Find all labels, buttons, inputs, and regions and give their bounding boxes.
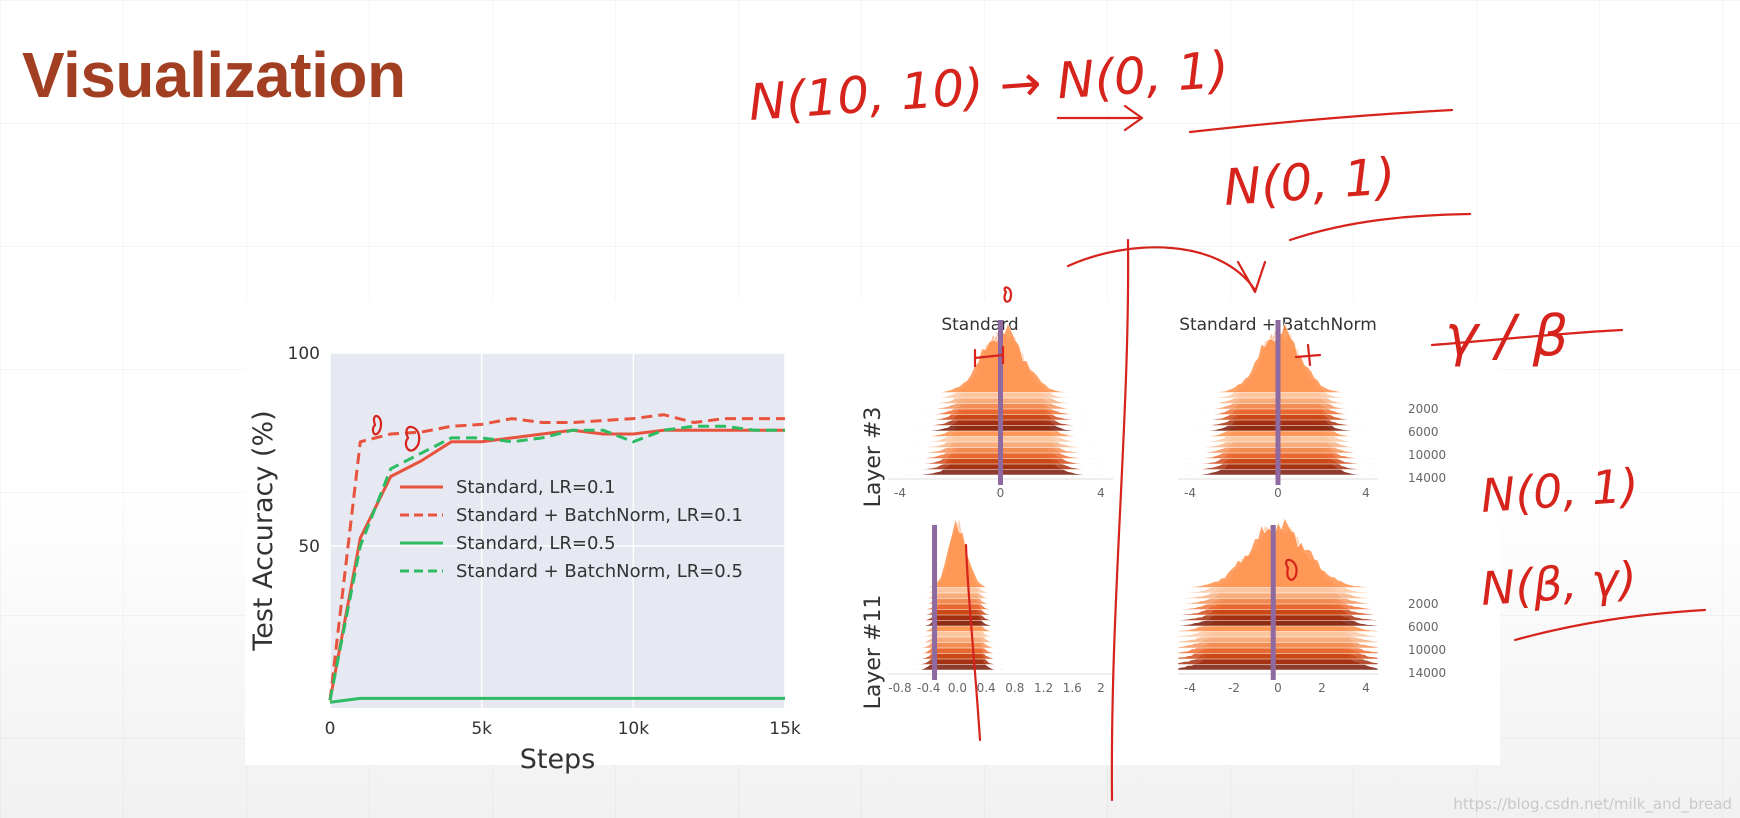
panel-x-tick-label: 1.6 (1063, 681, 1082, 695)
slide-title: Visualization (22, 39, 406, 111)
annotation-gamma-beta: γ / β (1445, 304, 1568, 369)
panel-y-tick-label: 14000 (1408, 666, 1446, 680)
y-tick-label: 100 (288, 344, 320, 364)
panel-x-tick-label: 2 (1097, 681, 1105, 695)
panel-y-tick-label: 6000 (1408, 620, 1439, 634)
underline-stroke (1188, 108, 1454, 134)
row-label: Layer #11 (861, 595, 886, 710)
panel-x-tick-label: 0.0 (948, 681, 967, 695)
legend-entry: Standard, LR=0.1 (456, 477, 616, 498)
divider-stroke (1110, 238, 1130, 802)
panel-x-tick-label: 4 (1097, 486, 1105, 500)
panel-x-tick-label: 0 (1274, 486, 1282, 500)
circle-mark-stroke (1285, 558, 1298, 581)
annotation-shift-scale: N(β, γ) (1479, 551, 1639, 616)
x-tick-label: 10k (618, 719, 650, 739)
series-line (328, 428, 785, 701)
circle-mark-stroke (371, 414, 383, 436)
legend-entry: Standard + BatchNorm, LR=0.5 (456, 561, 743, 582)
series-line (328, 424, 785, 701)
stroke-mark (964, 543, 982, 742)
annotation-normalize: N(10, 10) → N(0, 1) (747, 41, 1231, 132)
x-axis-label: Steps (520, 744, 596, 775)
watermark: https://blog.csdn.net/milk_and_bread (1453, 795, 1732, 813)
x-tick-label: 5k (471, 719, 492, 739)
circle-mark-stroke (1003, 286, 1013, 303)
panel-y-tick-label: 14000 (1408, 471, 1446, 485)
legend-entry: Standard, LR=0.5 (456, 533, 616, 554)
panel-x-tick-label: -0.8 (888, 681, 911, 695)
y-tick-label: 50 (298, 537, 320, 557)
gap-marker-stroke (973, 345, 1005, 368)
x-tick-label: 0 (325, 719, 336, 739)
panel-x-tick-label: 2 (1318, 681, 1326, 695)
x-tick-label: 15k (769, 719, 801, 739)
panel-x-tick-label: 4 (1362, 486, 1370, 500)
gap-marker-stroke (1294, 343, 1322, 367)
panel-x-tick-label: 4 (1362, 681, 1370, 695)
panel-x-tick-label: 0.4 (977, 681, 996, 695)
arrow-stroke (1066, 246, 1257, 292)
circle-mark-stroke (404, 425, 421, 452)
panel-x-tick-label: -4 (1184, 681, 1196, 695)
panel-y-tick-label: 2000 (1408, 402, 1439, 416)
panel-x-tick-label: 0.8 (1005, 681, 1024, 695)
fraction-bar-stroke (1430, 328, 1624, 347)
panel-y-tick-label: 10000 (1408, 448, 1446, 462)
arrow-stroke (1056, 104, 1144, 132)
panel-y-tick-label: 10000 (1408, 643, 1446, 657)
annotation-standard-normal: N(0, 1) (1222, 147, 1397, 217)
series-line (329, 696, 785, 704)
legend-entry: Standard + BatchNorm, LR=0.1 (456, 505, 743, 526)
panel-x-tick-label: -2 (1228, 681, 1240, 695)
annotation-standard-normal: N(0, 1) (1479, 458, 1640, 523)
underline-stroke (1513, 608, 1707, 642)
arrow-head-stroke (1236, 260, 1267, 294)
panel-y-tick-label: 2000 (1408, 597, 1439, 611)
y-axis-label: Test Accuracy (%) (248, 410, 279, 651)
row-label: Layer #3 (861, 407, 886, 508)
ridge-layer (1177, 517, 1379, 588)
panel-x-tick-label: -0.4 (917, 681, 940, 695)
panel-y-tick-label: 6000 (1408, 425, 1439, 439)
panel-x-tick-label: 0 (997, 486, 1005, 500)
panel-x-tick-label: 0 (1274, 681, 1282, 695)
panel-x-tick-label: -4 (894, 486, 906, 500)
ridge-layer (888, 517, 1113, 588)
plot-area (330, 353, 785, 708)
panel-x-tick-label: 1.2 (1034, 681, 1053, 695)
underline-stroke (1288, 212, 1472, 242)
panel-x-tick-label: -4 (1184, 486, 1196, 500)
